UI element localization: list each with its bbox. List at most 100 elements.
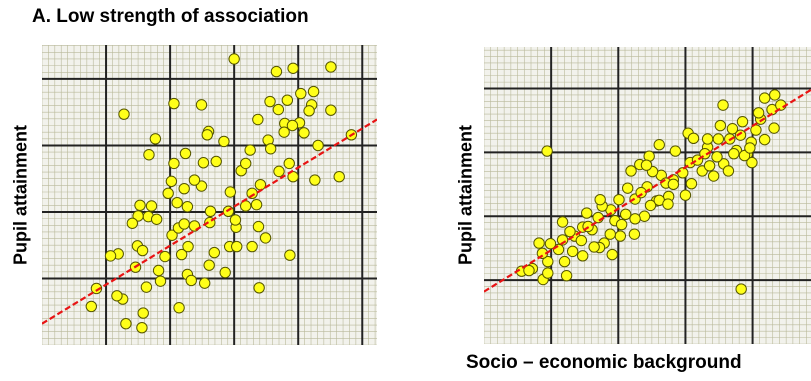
data-point [736, 116, 749, 128]
data-point [638, 210, 651, 222]
data-point [744, 142, 756, 154]
data-point [195, 99, 208, 111]
data-point [615, 218, 628, 231]
data-point [208, 246, 221, 259]
data-point [542, 267, 554, 279]
data-point [120, 318, 132, 330]
data-point [679, 189, 692, 201]
data-point [239, 200, 252, 212]
data-point [118, 108, 130, 120]
data-point [629, 213, 641, 225]
trend-line [42, 118, 377, 325]
panel-a-plot [42, 45, 377, 345]
data-point [250, 198, 263, 211]
data-point [735, 283, 747, 295]
data-point [542, 255, 554, 268]
data-point [171, 196, 183, 209]
data-point [165, 175, 178, 188]
data-point [295, 87, 307, 100]
data-point [224, 186, 237, 198]
data-point [717, 99, 729, 111]
data-point [566, 245, 579, 258]
data-point [137, 307, 149, 319]
data-point [625, 165, 637, 177]
data-point [558, 255, 571, 268]
data-point [178, 182, 190, 195]
data-point [264, 95, 276, 108]
data-point [606, 248, 618, 261]
data-point [564, 225, 576, 238]
data-point [640, 159, 653, 171]
data-point [588, 241, 600, 253]
data-point [613, 193, 625, 206]
data-point [149, 133, 162, 145]
data-point [179, 147, 192, 160]
data-point [769, 89, 781, 101]
data-point [287, 62, 299, 74]
data-point [707, 170, 720, 182]
data-point [228, 53, 240, 65]
data-point [154, 275, 167, 287]
plot-background [42, 45, 377, 345]
data-point [272, 103, 285, 116]
data-point [685, 177, 698, 190]
data-point [136, 322, 148, 334]
data-point [541, 145, 553, 157]
data-point [210, 155, 222, 168]
data-point [259, 232, 272, 244]
data-point [168, 157, 180, 170]
data-point [254, 178, 267, 191]
data-point [104, 250, 117, 262]
data-point [653, 139, 665, 151]
data-point [333, 171, 345, 183]
data-point [577, 250, 589, 262]
data-point [711, 151, 723, 163]
data-point [738, 149, 751, 162]
data-point [159, 250, 171, 263]
data-point [726, 123, 739, 135]
data-point [544, 238, 557, 250]
panel-a-title: A. Low strength of association [32, 6, 309, 27]
data-point [752, 107, 765, 119]
panel-b-x-axis-label: Socio – economic background [466, 352, 742, 373]
data-point [728, 147, 740, 160]
data-point [162, 187, 174, 200]
data-point [712, 133, 725, 145]
data-point [173, 302, 185, 314]
data-point [185, 274, 197, 287]
data-point [701, 133, 714, 145]
plot-background [484, 47, 811, 344]
data-point [309, 174, 321, 186]
data-point [703, 160, 716, 172]
data-point [581, 207, 593, 219]
data-point [312, 139, 324, 152]
panel-b-plot [484, 47, 811, 344]
data-point [111, 290, 123, 302]
data-point [662, 198, 674, 210]
data-point [758, 92, 771, 104]
data-point [325, 104, 337, 116]
data-point [286, 119, 299, 132]
data-point [252, 220, 265, 233]
data-point [523, 264, 535, 277]
data-point [556, 216, 569, 228]
data-point [90, 282, 103, 295]
data-point [325, 61, 337, 73]
data-point [136, 244, 149, 257]
data-point [152, 264, 165, 277]
data-point [284, 249, 296, 261]
data-point [594, 193, 606, 206]
data-point [126, 217, 139, 229]
data-point [204, 205, 217, 217]
data-point [239, 157, 252, 170]
data-point [677, 167, 689, 179]
data-point [298, 127, 310, 139]
data-point [560, 269, 573, 282]
data-point [229, 214, 242, 226]
plot-area [484, 47, 811, 344]
plot-area [42, 45, 377, 345]
data-point [150, 213, 163, 225]
data-point [575, 234, 588, 247]
data-point [201, 129, 213, 141]
data-point [278, 126, 290, 138]
